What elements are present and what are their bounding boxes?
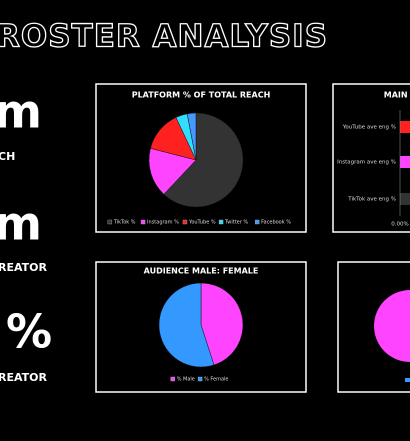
kpi-label: REATOR	[0, 261, 47, 274]
cut-legend	[405, 378, 410, 382]
chart-title: AUDIENCE MALE: FEMALE	[144, 267, 259, 276]
legend-label: TikTok %	[113, 220, 136, 226]
pie-slice	[163, 112, 244, 208]
bar	[400, 121, 410, 133]
page-title: ROSTER ANALYSIS	[0, 19, 328, 55]
legend-swatch	[182, 219, 188, 225]
pie-slice	[200, 282, 244, 366]
kpi-label: CH	[0, 150, 15, 163]
legend-label: Facebook %	[261, 220, 291, 226]
legend-swatch	[197, 376, 203, 382]
cut-pie	[374, 290, 410, 362]
legend-swatch	[170, 376, 175, 382]
legend-swatch	[218, 219, 224, 225]
kpi-value: m	[0, 197, 42, 251]
kpi-value: m	[0, 85, 42, 139]
y-tick-label: Instagram ave eng %	[337, 160, 396, 166]
legend-swatch	[140, 219, 146, 225]
legend-label: YouTube %	[188, 220, 216, 226]
legend-label: Instagram %	[147, 220, 179, 226]
kpi-label: REATOR	[0, 371, 47, 384]
bar	[400, 156, 410, 168]
pie-slice	[148, 148, 197, 195]
pie-slice	[186, 112, 197, 161]
bar	[400, 193, 410, 205]
chart-title: PLATFORM % OF TOTAL REACH	[132, 91, 271, 100]
chart-title: MAIN P	[384, 91, 410, 100]
legend-swatch	[254, 219, 260, 225]
x-tick-label: 0.00%	[391, 222, 408, 228]
legend-label: % Female	[204, 377, 228, 383]
pie-slice	[158, 282, 215, 368]
kpi-value: %	[6, 305, 52, 359]
y-tick-label: YouTube ave eng %	[342, 125, 396, 131]
legend-label: % Male	[177, 377, 195, 383]
y-tick-label: TikTok ave eng %	[347, 197, 396, 203]
chart-panel	[332, 83, 410, 233]
legend-swatch	[107, 219, 113, 225]
legend-label: Twitter %	[224, 220, 248, 226]
